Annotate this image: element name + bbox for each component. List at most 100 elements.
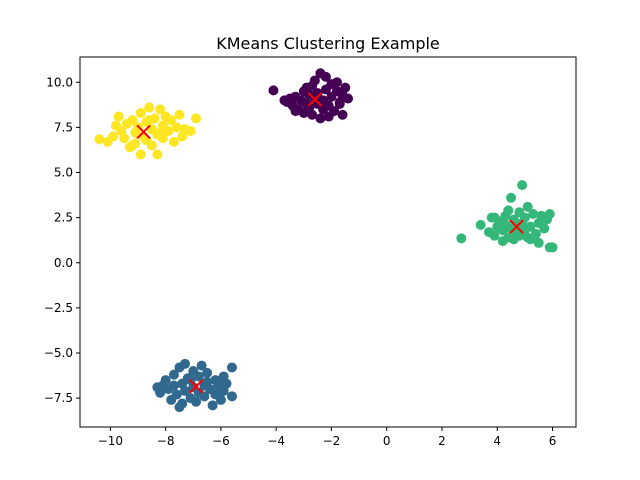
cluster-2-point <box>547 242 558 253</box>
y-tick-label: −2.5 <box>44 301 73 315</box>
cluster-3-point <box>166 115 177 126</box>
cluster-2-point <box>528 209 539 220</box>
centroid-marker-2 <box>509 219 524 234</box>
cluster-3-point <box>174 109 185 120</box>
cluster-0-point <box>290 106 301 117</box>
cluster-0-point <box>301 82 312 93</box>
cluster-2-point <box>456 233 467 244</box>
cluster-3-point <box>144 115 155 126</box>
cluster-2-point <box>544 209 555 220</box>
chart-title: KMeans Clustering Example <box>216 34 440 53</box>
y-tick-label: 5.0 <box>54 166 73 180</box>
cluster-2-point <box>525 221 536 232</box>
cluster-0-point <box>340 82 351 93</box>
cluster-2-point <box>517 180 528 191</box>
y-tick-label: −5.0 <box>44 346 73 360</box>
cluster-3-point <box>119 133 130 144</box>
cluster-0-point <box>343 93 354 104</box>
cluster-0-point <box>323 111 334 122</box>
cluster-3-point <box>146 140 157 151</box>
centroid-marker-0 <box>307 92 323 107</box>
cluster-1-point <box>171 389 182 400</box>
x-tick-label: 4 <box>493 434 501 448</box>
cluster-0-point <box>334 98 345 109</box>
cluster-1-point <box>196 360 207 371</box>
cluster-1-point <box>202 376 213 387</box>
cluster-1-point <box>226 362 237 373</box>
cluster-1-point <box>215 394 226 405</box>
cluster-1-point <box>168 380 179 391</box>
cluster-3-point <box>185 126 196 136</box>
x-tick-label: 2 <box>438 434 446 448</box>
centroid-layer <box>136 92 524 394</box>
cluster-1-point <box>207 400 218 411</box>
y-tick-label: 10.0 <box>46 75 73 89</box>
y-tick-label: 0.0 <box>54 256 73 270</box>
cluster-3-point <box>135 107 146 118</box>
cluster-2-point <box>489 212 500 223</box>
cluster-3-point <box>144 102 155 113</box>
cluster-3-point <box>168 136 179 147</box>
cluster-0-point <box>337 109 348 120</box>
y-tick-label: −7.5 <box>44 391 73 405</box>
x-tick-label: 6 <box>549 434 557 448</box>
cluster-0-point <box>307 109 318 120</box>
cluster-0-point <box>309 75 320 86</box>
cluster-3-point <box>155 127 166 138</box>
cluster-1-point <box>199 391 210 402</box>
cluster-2-point <box>500 219 511 230</box>
cluster-1-point <box>177 398 188 409</box>
cluster-2-point <box>522 201 533 212</box>
cluster-0-point <box>320 71 331 82</box>
cluster-1-point <box>157 380 168 391</box>
cluster-1-point <box>226 391 237 402</box>
cluster-2-point <box>539 223 550 234</box>
cluster-3-point <box>152 149 163 160</box>
centroid-marker-1 <box>188 379 204 394</box>
cluster-3-point <box>94 134 105 145</box>
x-tick-label: 0 <box>383 434 391 448</box>
cluster-2-point <box>506 192 517 203</box>
centroid-stroke <box>509 219 524 234</box>
cluster-0-point <box>315 113 326 124</box>
cluster-3-point <box>113 111 124 122</box>
x-tick-label: −2 <box>323 434 341 448</box>
cluster-0-point <box>312 88 323 99</box>
cluster-3-point <box>171 122 182 133</box>
y-tick-label: 7.5 <box>54 120 73 134</box>
centroid-stroke <box>136 124 151 140</box>
cluster-3-point <box>191 113 202 124</box>
y-tick-label: 2.5 <box>54 211 73 225</box>
cluster-1-point <box>215 376 226 387</box>
x-axis: −10 −8 −6 −4 −2 0 2 4 6 <box>98 427 557 448</box>
cluster-2-point <box>489 230 500 241</box>
cluster-0-point <box>331 77 342 88</box>
x-tick-label: −6 <box>212 434 230 448</box>
cluster-1-point <box>191 396 202 407</box>
cluster-2-point <box>475 219 486 230</box>
cluster-1-point <box>202 367 213 378</box>
cluster-0-point <box>268 85 279 96</box>
x-tick-label: −8 <box>157 434 175 448</box>
cluster-3-point <box>127 140 138 151</box>
cluster-3-point <box>127 115 138 126</box>
cluster-3-point <box>135 149 146 160</box>
centroid-stroke <box>188 379 204 394</box>
x-tick-label: −4 <box>267 434 285 448</box>
cluster-1-point <box>180 358 191 369</box>
cluster-1-point <box>180 385 191 396</box>
cluster-3-point <box>108 131 119 142</box>
y-axis: −7.5 −5.0 −2.5 0.0 2.5 5.0 7.5 10.0 <box>44 75 80 405</box>
centroid-stroke <box>307 92 323 107</box>
plot-frame <box>79 56 577 428</box>
cluster-3-point <box>163 126 174 136</box>
cluster-3-point <box>155 104 166 115</box>
x-tick-label: −10 <box>98 434 123 448</box>
centroid-marker-3 <box>136 124 151 140</box>
cluster-2-point <box>533 237 544 248</box>
cluster-2-point <box>525 234 536 245</box>
cluster-1-point <box>168 369 179 380</box>
cluster-1-point <box>193 371 204 382</box>
cluster-2-point <box>503 205 514 216</box>
